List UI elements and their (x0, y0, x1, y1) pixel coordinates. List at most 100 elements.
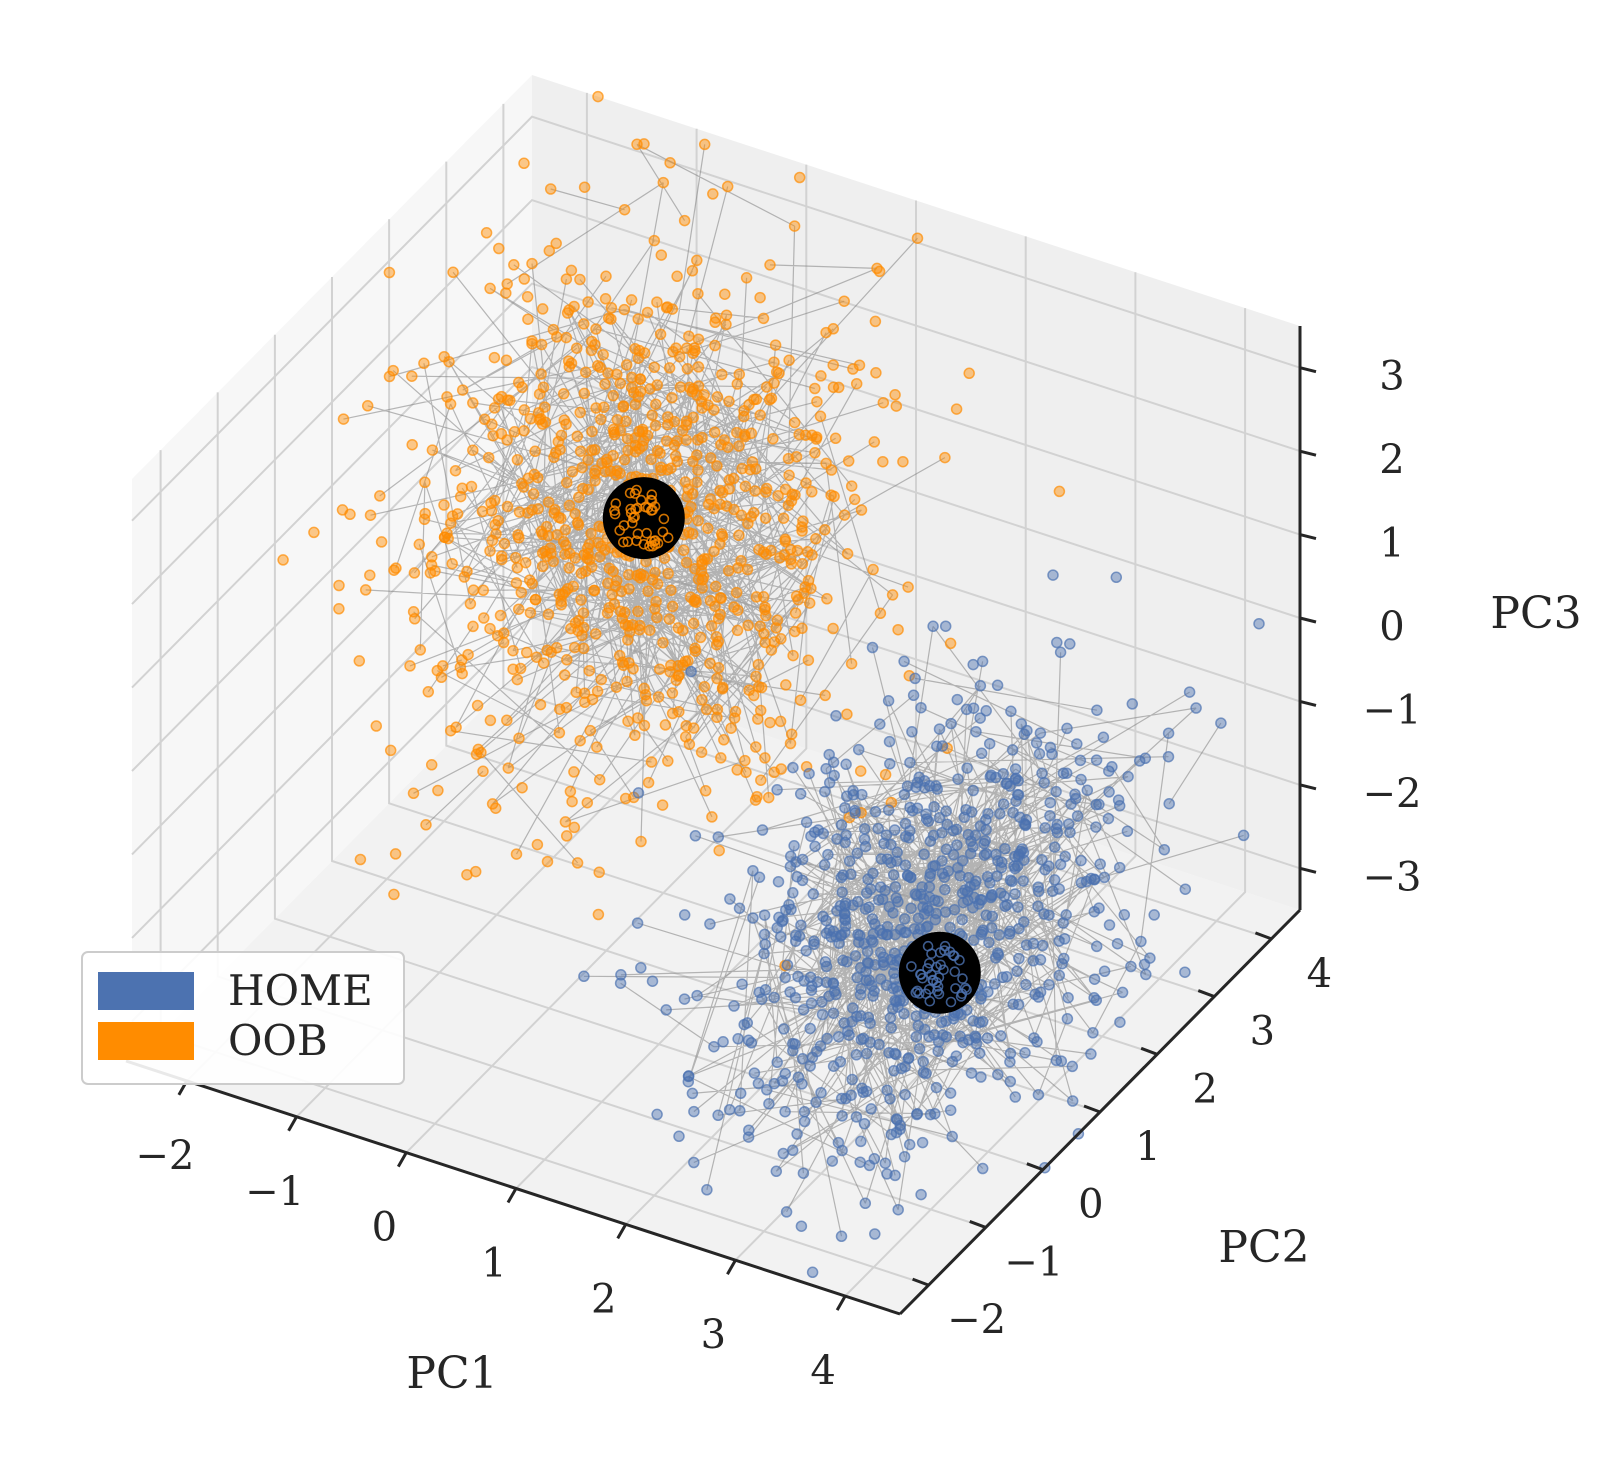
y-tick (912, 1277, 930, 1287)
point-oob (582, 542, 594, 554)
point-oob (644, 624, 656, 637)
point-oob (755, 774, 767, 786)
point-oob (777, 512, 790, 524)
point-home (967, 1015, 979, 1027)
point-oob (789, 625, 801, 638)
point-oob (709, 600, 721, 612)
point-home (1066, 1060, 1079, 1073)
point-oob (593, 773, 606, 786)
point-home (1012, 789, 1025, 801)
point-home (1103, 786, 1115, 798)
point-home (1094, 858, 1106, 870)
centroid-sample-oob (632, 528, 644, 540)
point-oob (672, 660, 685, 672)
point-home (660, 1004, 672, 1016)
point-home (973, 898, 985, 910)
point-oob (666, 600, 679, 613)
point-oob (715, 752, 727, 764)
point-home (867, 936, 879, 948)
point-home (823, 924, 836, 937)
centroid-sample-home (935, 959, 946, 971)
point-oob (424, 567, 437, 579)
point-oob (418, 513, 431, 526)
point-oob (754, 704, 767, 717)
point-oob (482, 451, 495, 464)
point-home (1102, 812, 1115, 825)
point-oob (333, 603, 345, 615)
point-home (957, 896, 970, 909)
point-oob (739, 754, 751, 767)
point-oob (364, 509, 377, 521)
point-home (752, 1077, 765, 1090)
point-oob (782, 499, 795, 512)
point-home (862, 1011, 875, 1024)
point-home (1055, 1055, 1068, 1067)
point-home (957, 1036, 969, 1049)
point-home (1062, 818, 1075, 830)
point-oob (784, 543, 797, 556)
point-home (1042, 860, 1055, 872)
point-oob (838, 509, 851, 521)
point-oob (570, 342, 583, 354)
point-oob (484, 545, 496, 557)
point-oob (447, 266, 459, 279)
point-home (994, 808, 1006, 820)
point-oob (521, 291, 534, 303)
point-oob (501, 278, 513, 290)
point-oob (413, 538, 426, 551)
point-oob (741, 563, 754, 576)
point-home (944, 921, 956, 934)
point-oob (599, 293, 612, 305)
point-oob (632, 712, 644, 724)
point-oob (653, 663, 666, 675)
point-home (898, 913, 911, 925)
point-oob (478, 612, 490, 624)
point-oob (494, 609, 507, 622)
point-home (997, 767, 1009, 780)
point-oob (712, 612, 725, 625)
point-oob (665, 584, 677, 597)
point-oob (586, 425, 598, 438)
point-oob (780, 679, 792, 691)
point-home (835, 819, 848, 831)
point-home (898, 1008, 910, 1020)
centroid-sample-oob (614, 525, 626, 536)
point-home (1064, 826, 1076, 839)
x-axis-line (125, 1059, 901, 1316)
point-oob (754, 291, 766, 304)
point-home (756, 824, 769, 836)
point-home (1253, 617, 1265, 630)
point-oob (771, 614, 784, 627)
point-home (787, 1037, 799, 1050)
point-oob (602, 367, 614, 379)
point-oob (591, 741, 603, 753)
point-oob (495, 428, 508, 440)
point-home (804, 1060, 816, 1072)
point-home (861, 945, 874, 958)
point-home (798, 1115, 811, 1128)
point-home (784, 986, 796, 998)
point-oob (618, 203, 631, 216)
centroid-sample-oob (632, 502, 643, 514)
point-oob (590, 402, 602, 414)
point-home (922, 815, 935, 827)
point-home (939, 620, 952, 632)
point-oob (507, 644, 519, 657)
point-oob (850, 377, 863, 390)
point-home (836, 1144, 848, 1157)
centroid-sample-oob (658, 513, 670, 525)
point-oob (768, 766, 780, 779)
point-home (940, 843, 953, 856)
point-oob (788, 220, 801, 232)
point-home (804, 1022, 816, 1035)
point-home (962, 828, 975, 841)
point-oob (735, 555, 747, 567)
point-oob (555, 429, 568, 442)
point-oob (650, 595, 662, 608)
point-oob (762, 791, 775, 804)
point-oob (543, 245, 556, 257)
point-oob (541, 855, 554, 868)
point-oob (486, 798, 499, 810)
point-oob (390, 562, 402, 574)
point-oob (691, 449, 703, 461)
